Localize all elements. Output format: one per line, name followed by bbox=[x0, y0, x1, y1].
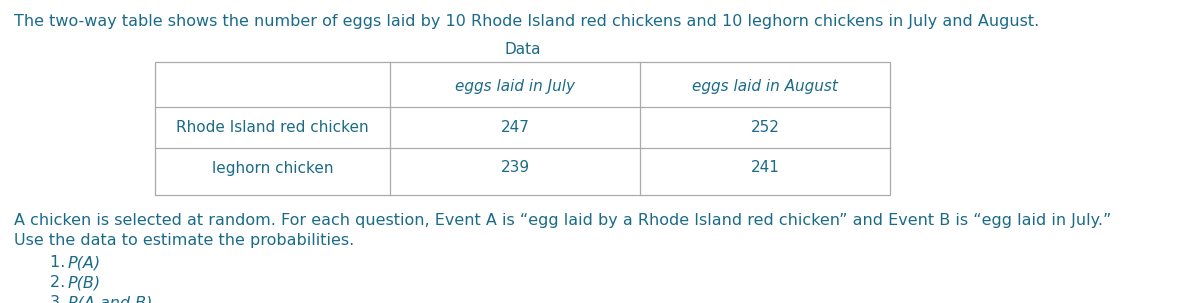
Text: P(A): P(A) bbox=[68, 255, 101, 270]
Text: P(B): P(B) bbox=[68, 275, 101, 290]
Text: eggs laid in July: eggs laid in July bbox=[455, 79, 575, 95]
Text: leghorn chicken: leghorn chicken bbox=[211, 161, 334, 175]
Bar bbox=[155, 62, 890, 195]
Text: Rhode Island red chicken: Rhode Island red chicken bbox=[176, 119, 368, 135]
Text: 239: 239 bbox=[500, 161, 529, 175]
Text: Use the data to estimate the probabilities.: Use the data to estimate the probabiliti… bbox=[14, 233, 354, 248]
Text: 2.: 2. bbox=[50, 275, 71, 290]
Text: Data: Data bbox=[504, 42, 541, 58]
Text: The two-way table shows the number of eggs laid by 10 Rhode Island red chickens : The two-way table shows the number of eg… bbox=[14, 14, 1039, 29]
Text: P(A and B): P(A and B) bbox=[68, 295, 152, 303]
Text: 252: 252 bbox=[750, 119, 780, 135]
Text: A chicken is selected at random. For each question, Event A is “egg laid by a Rh: A chicken is selected at random. For eac… bbox=[14, 213, 1111, 228]
Text: 247: 247 bbox=[500, 119, 529, 135]
Text: eggs laid in August: eggs laid in August bbox=[692, 79, 838, 95]
Text: 3.: 3. bbox=[50, 295, 71, 303]
Text: 241: 241 bbox=[750, 161, 780, 175]
Text: 1.: 1. bbox=[50, 255, 71, 270]
